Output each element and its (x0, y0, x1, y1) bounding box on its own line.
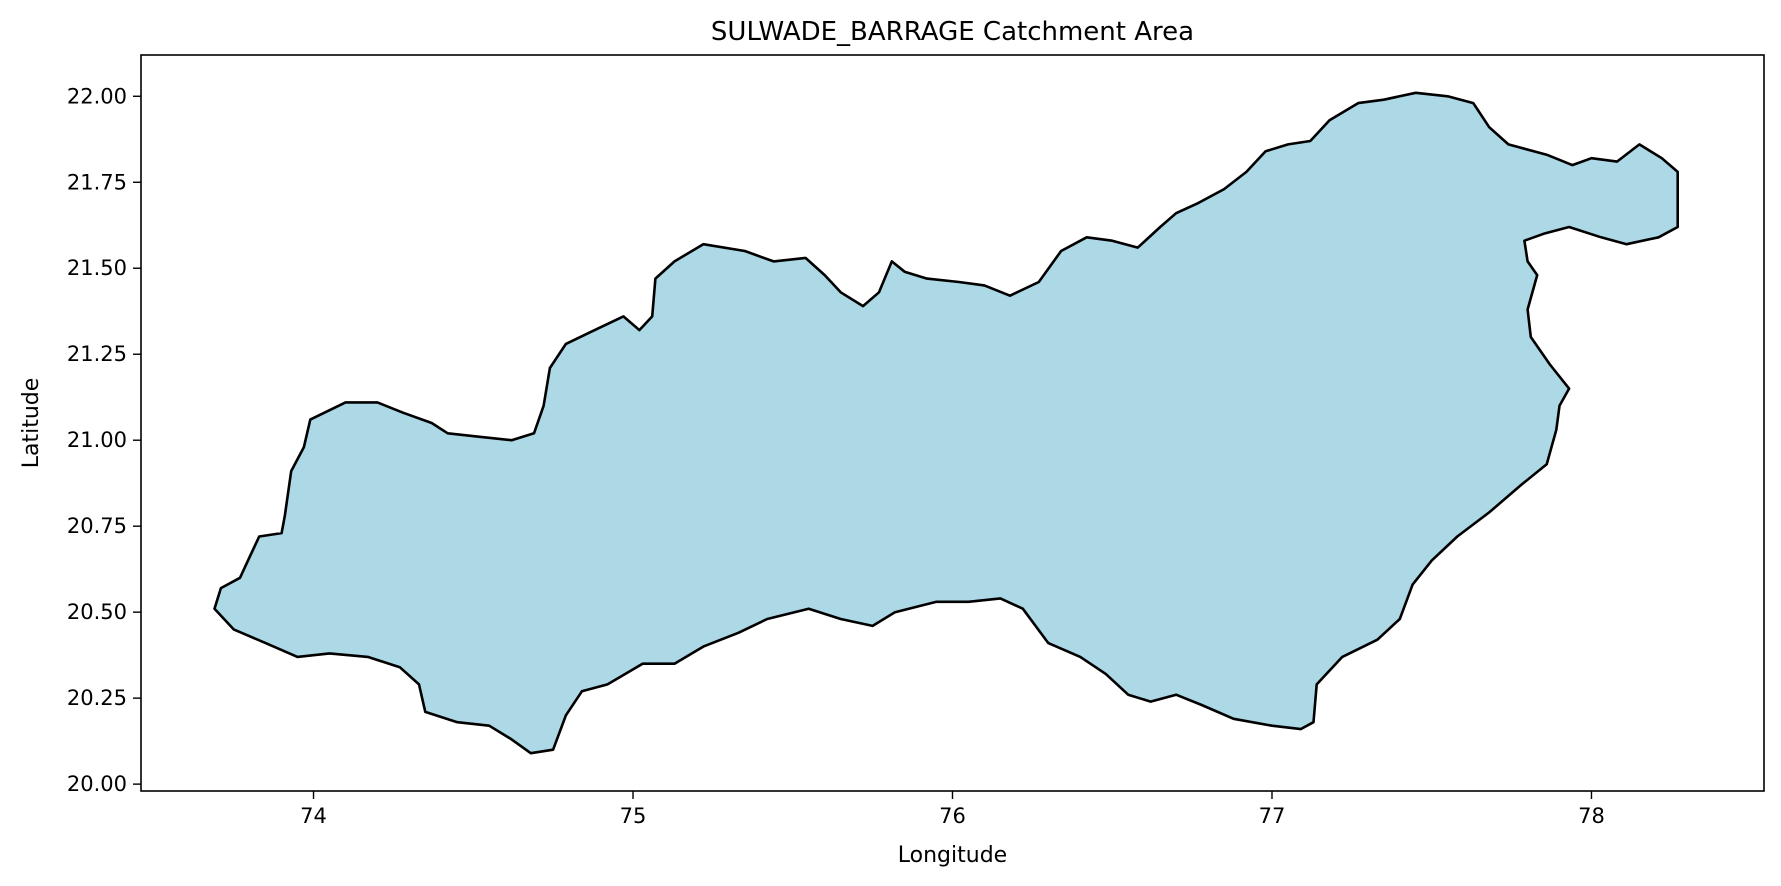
plot-area (213, 91, 1679, 755)
y-axis-title: Latitude (19, 378, 44, 469)
y-tick-label: 21.00 (67, 428, 127, 452)
x-tick-label: 74 (300, 804, 327, 828)
x-tick-label: 75 (620, 804, 647, 828)
y-tick-label: 20.25 (67, 686, 127, 710)
x-axis-title: Longitude (898, 843, 1007, 868)
y-tick-label: 22.00 (67, 84, 127, 108)
x-tick-label: 78 (1578, 804, 1605, 828)
map-title: SULWADE_BARRAGE Catchment Area (711, 17, 1194, 47)
catchment-polygon (213, 91, 1679, 755)
y-tick-label: 20.75 (67, 514, 127, 538)
y-tick-label: 20.00 (67, 772, 127, 796)
y-tick-label: 21.50 (67, 256, 127, 280)
x-tick-label: 76 (939, 804, 966, 828)
y-tick-label: 21.25 (67, 342, 127, 366)
y-tick-label: 21.75 (67, 170, 127, 194)
x-tick-label: 77 (1259, 804, 1286, 828)
y-axis: 20.00 20.25 20.50 20.75 21.00 21.25 21.50 21.75… (67, 84, 141, 796)
x-axis: 74 75 76 77 78 (300, 791, 1605, 828)
y-tick-label: 20.50 (67, 600, 127, 624)
